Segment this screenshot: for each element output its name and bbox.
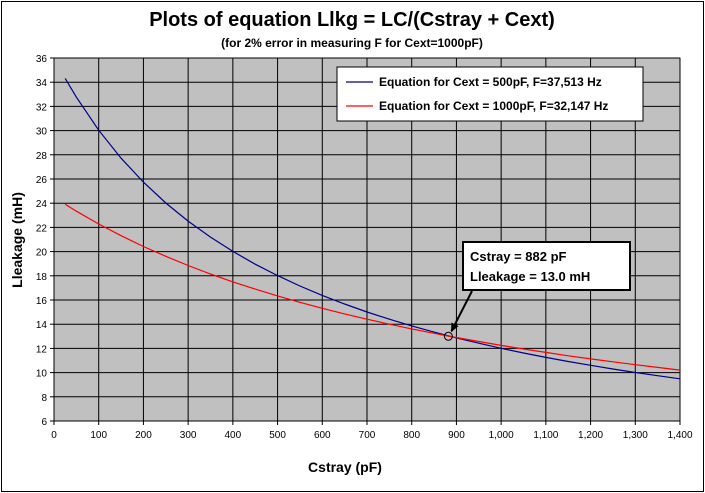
- y-tick-label: 32: [36, 102, 48, 113]
- x-tick-label: 1,200: [578, 430, 603, 441]
- legend-box: [336, 66, 644, 122]
- x-tick-label: 0: [51, 430, 57, 441]
- y-tick-label: 10: [36, 369, 48, 380]
- legend: Equation for Cext = 500pF, F=37,513 Hz E…: [336, 66, 644, 122]
- x-tick-label: 800: [403, 430, 420, 441]
- y-tick-label: 20: [36, 248, 48, 259]
- callout-lleakage-text: Lleakage = 13.0 mH: [470, 269, 590, 284]
- y-tick-label: 12: [36, 344, 48, 355]
- y-tick-label: 14: [36, 320, 48, 331]
- y-tick-label: 6: [41, 417, 47, 428]
- chart-title: Plots of equation Llkg = LC/(Cstray + Ce…: [149, 9, 555, 31]
- series-line-1: [64, 78, 681, 380]
- y-tick-label: 24: [36, 199, 48, 210]
- y-tick-label: 34: [36, 78, 48, 89]
- x-tick-label: 1,400: [667, 430, 692, 441]
- legend-entry-series-1: Equation for Cext = 500pF, F=37,513 Hz: [379, 75, 602, 89]
- y-tick-label: 18: [36, 272, 48, 283]
- x-axis-label: Cstray (pF): [308, 459, 382, 475]
- x-tick-label: 1,000: [489, 430, 514, 441]
- series-lines: [64, 78, 681, 380]
- x-tick-label: 200: [135, 430, 152, 441]
- x-tick-label: 1,100: [533, 430, 558, 441]
- x-tick-label: 700: [359, 430, 376, 441]
- x-tick-label: 500: [269, 430, 286, 441]
- y-tick-label: 16: [36, 296, 48, 307]
- intersection-marker: [443, 331, 453, 341]
- x-tick-label: 1,300: [623, 430, 648, 441]
- x-tick-label: 900: [448, 430, 465, 441]
- y-tick-label: 30: [36, 127, 48, 138]
- y-tick-label: 28: [36, 151, 48, 162]
- x-tick-label: 300: [180, 430, 197, 441]
- callout-cstray-text: Cstray = 882 pF: [470, 249, 567, 264]
- y-tick-label: 22: [36, 223, 48, 234]
- series-line-2: [64, 203, 681, 371]
- y-tick-label: 36: [36, 54, 48, 65]
- y-tick-label: 8: [41, 393, 47, 404]
- y-axis-tick-labels: 6 8 10 12 14 16 18 20 22 24 26 28 30 32 34 36: [36, 54, 48, 428]
- chart-subtitle: (for 2% error in measuring F for Cext=10…: [221, 36, 483, 50]
- x-axis-tick-labels: 0 100 200 300 400 500 600 700 800 900 1,000 1,100 1,…: [51, 430, 693, 441]
- y-tick-label: 26: [36, 175, 48, 186]
- x-tick-label: 600: [314, 430, 331, 441]
- x-tick-label: 400: [225, 430, 242, 441]
- y-axis-label: Lleakage (mH): [9, 192, 25, 288]
- axis-ticks: [50, 57, 681, 425]
- annotation-callout: Cstray = 882 pF Lleakage = 13.0 mH: [443, 241, 631, 341]
- callout-box: [462, 241, 631, 291]
- x-tick-label: 100: [90, 430, 107, 441]
- callout-arrow: [450, 290, 473, 333]
- legend-entry-series-2: Equation for Cext = 1000pF, F=32,147 Hz: [379, 99, 608, 113]
